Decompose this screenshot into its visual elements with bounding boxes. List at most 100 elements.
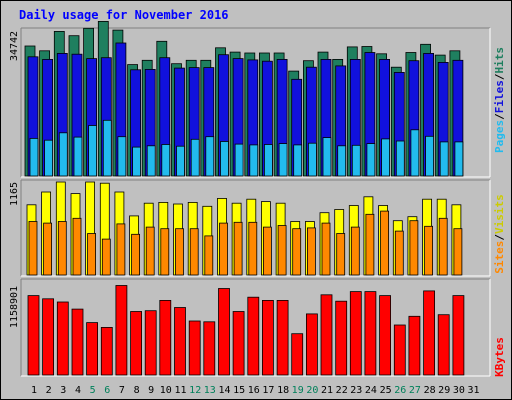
- x-tick-label-day-25: 25: [380, 385, 392, 396]
- x-tick-label-day-10: 10: [160, 385, 172, 396]
- x-tick-label-day-24: 24: [365, 385, 377, 396]
- legend-pages: Pages: [493, 120, 506, 153]
- x-tick-label-day-11: 11: [174, 385, 186, 396]
- bar-sites-day-9: [145, 226, 155, 276]
- bar-sites-day-18: [277, 225, 287, 276]
- bar-pages-day-1: [29, 137, 39, 177]
- bar-pages-day-17: [263, 144, 273, 177]
- bar-sites-day-13: [204, 235, 214, 276]
- bar-pages-day-18: [278, 143, 288, 177]
- x-tick-label-day-2: 2: [46, 385, 52, 396]
- middle-panel-legend: Sites/Visits: [493, 194, 506, 274]
- x-tick-label-day-13: 13: [204, 385, 216, 396]
- chart-title: Daily usage for November 2016: [19, 8, 229, 22]
- bar-pages-day-2: [44, 139, 53, 177]
- bar-sites-day-20: [306, 227, 316, 276]
- bar-kbytes-day-7: [115, 285, 128, 376]
- bar-sites-day-26: [394, 230, 404, 276]
- bar-kbytes-day-27: [408, 315, 421, 376]
- bar-pages-day-23: [351, 144, 361, 177]
- legend-sites: Sites: [493, 241, 506, 274]
- bar-pages-day-13: [205, 136, 215, 177]
- x-tick-label-day-7: 7: [119, 385, 125, 396]
- bar-kbytes-day-21: [320, 294, 333, 376]
- bar-sites-day-10: [160, 228, 170, 276]
- bar-pages-day-4: [73, 136, 83, 177]
- bar-pages-day-25: [381, 138, 391, 177]
- x-tick-label-day-4: 4: [75, 385, 81, 396]
- x-tick-label-day-17: 17: [262, 385, 274, 396]
- bar-kbytes-day-16: [247, 296, 260, 376]
- bar-kbytes-day-8: [130, 311, 143, 376]
- bar-sites-day-8: [131, 233, 141, 276]
- bar-pages-day-19: [293, 144, 303, 177]
- bar-pages-day-30: [454, 141, 464, 177]
- bar-sites-day-27: [409, 220, 419, 276]
- x-tick-label-day-12: 12: [189, 385, 201, 396]
- bar-pages-day-24: [366, 143, 376, 177]
- bar-pages-day-10: [161, 144, 171, 177]
- top-panel-scale-label: 34742: [9, 31, 20, 61]
- x-tick-label-day-30: 30: [453, 385, 465, 396]
- bar-sites-day-21: [321, 222, 331, 276]
- bar-pages-day-8: [132, 146, 142, 177]
- bar-kbytes-day-17: [261, 299, 274, 376]
- bar-pages-day-11: [176, 145, 185, 177]
- bar-kbytes-day-9: [144, 310, 157, 376]
- bar-pages-day-3: [58, 132, 68, 177]
- bar-sites-day-3: [57, 221, 67, 276]
- x-tick-label-day-23: 23: [350, 385, 362, 396]
- bar-pages-day-22: [337, 145, 347, 177]
- middle-panel-scale-label: 1165: [9, 182, 20, 206]
- bar-sites-day-15: [233, 221, 243, 276]
- bar-kbytes-day-30: [452, 295, 465, 376]
- x-tick-label-day-29: 29: [438, 385, 450, 396]
- bar-pages-day-15: [234, 143, 244, 177]
- bar-sites-day-7: [116, 223, 126, 276]
- legend-hits: Hits: [493, 47, 506, 74]
- x-axis-day-labels: 1 2 3 4 5 6 7 8 9 10 11 12 13 14 15 16 17 18 19 20 21 22 23 24 2…: [31, 385, 480, 396]
- bar-kbytes-day-26: [393, 324, 406, 376]
- bar-sites-day-4: [72, 217, 82, 276]
- bar-kbytes-day-12: [188, 320, 201, 376]
- bar-sites-day-25: [380, 210, 390, 276]
- bar-kbytes-day-18: [276, 299, 289, 376]
- x-tick-label-day-6: 6: [104, 385, 110, 396]
- x-tick-label-day-31: 31: [467, 385, 479, 396]
- legend-visits: Visits: [493, 194, 506, 234]
- x-tick-label-day-26: 26: [394, 385, 406, 396]
- legend-kbytes: KBytes: [493, 337, 506, 377]
- x-tick-label-day-5: 5: [90, 385, 96, 396]
- x-tick-label-day-20: 20: [306, 385, 318, 396]
- bar-kbytes-day-28: [423, 290, 436, 376]
- bar-kbytes-day-22: [335, 300, 348, 376]
- bar-pages-day-9: [146, 145, 156, 177]
- x-tick-label-day-1: 1: [31, 385, 37, 396]
- legend-files: Files: [493, 80, 506, 113]
- bar-kbytes-day-24: [364, 291, 377, 376]
- x-tick-label-day-3: 3: [60, 385, 66, 396]
- bar-pages-day-6: [102, 119, 112, 177]
- bar-sites-day-5: [87, 233, 96, 276]
- x-tick-label-day-16: 16: [248, 385, 260, 396]
- bar-sites-day-23: [350, 226, 360, 276]
- bar-sites-day-24: [365, 213, 375, 276]
- bar-pages-day-21: [322, 137, 332, 177]
- bar-kbytes-day-10: [159, 299, 172, 376]
- x-tick-label-day-19: 19: [292, 385, 304, 396]
- bar-kbytes-day-2: [42, 298, 54, 376]
- bar-pages-day-14: [220, 141, 229, 177]
- bar-kbytes-day-29: [437, 314, 450, 376]
- bar-pages-day-20: [307, 142, 317, 177]
- x-tick-label-day-22: 22: [336, 385, 348, 396]
- bar-kbytes-day-6: [100, 326, 113, 376]
- bar-kbytes-day-4: [71, 308, 84, 376]
- x-tick-label-day-27: 27: [409, 385, 421, 396]
- x-tick-label-day-21: 21: [321, 385, 333, 396]
- x-tick-label-day-8: 8: [134, 385, 140, 396]
- bar-sites-day-22: [336, 233, 346, 276]
- bar-pages-day-5: [88, 125, 97, 177]
- bar-pages-day-16: [249, 144, 259, 177]
- bar-sites-day-17: [262, 226, 272, 276]
